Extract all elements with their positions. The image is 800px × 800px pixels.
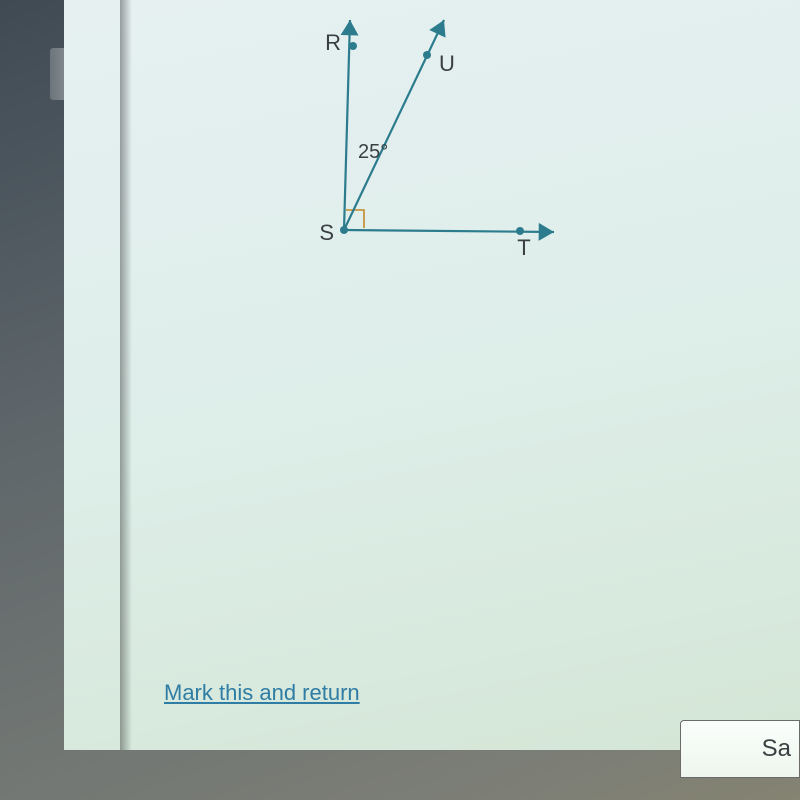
label-u: U (439, 51, 455, 76)
ray-su (344, 20, 446, 230)
label-r: R (325, 30, 341, 55)
label-t: T (517, 235, 530, 260)
angle-label-25: 25° (358, 141, 388, 163)
label-s: S (319, 220, 334, 245)
panel-edge-shadow (120, 0, 132, 750)
angle-diagram: R U S T 25° (264, 10, 604, 270)
content-panel: R U S T 25° Mark this and return (64, 0, 800, 750)
vertex-s-point (340, 226, 348, 234)
save-button[interactable]: Sa (680, 720, 800, 778)
mark-return-link[interactable]: Mark this and return (164, 680, 360, 706)
ray-sr (341, 20, 359, 230)
save-button-label: Sa (762, 735, 791, 763)
